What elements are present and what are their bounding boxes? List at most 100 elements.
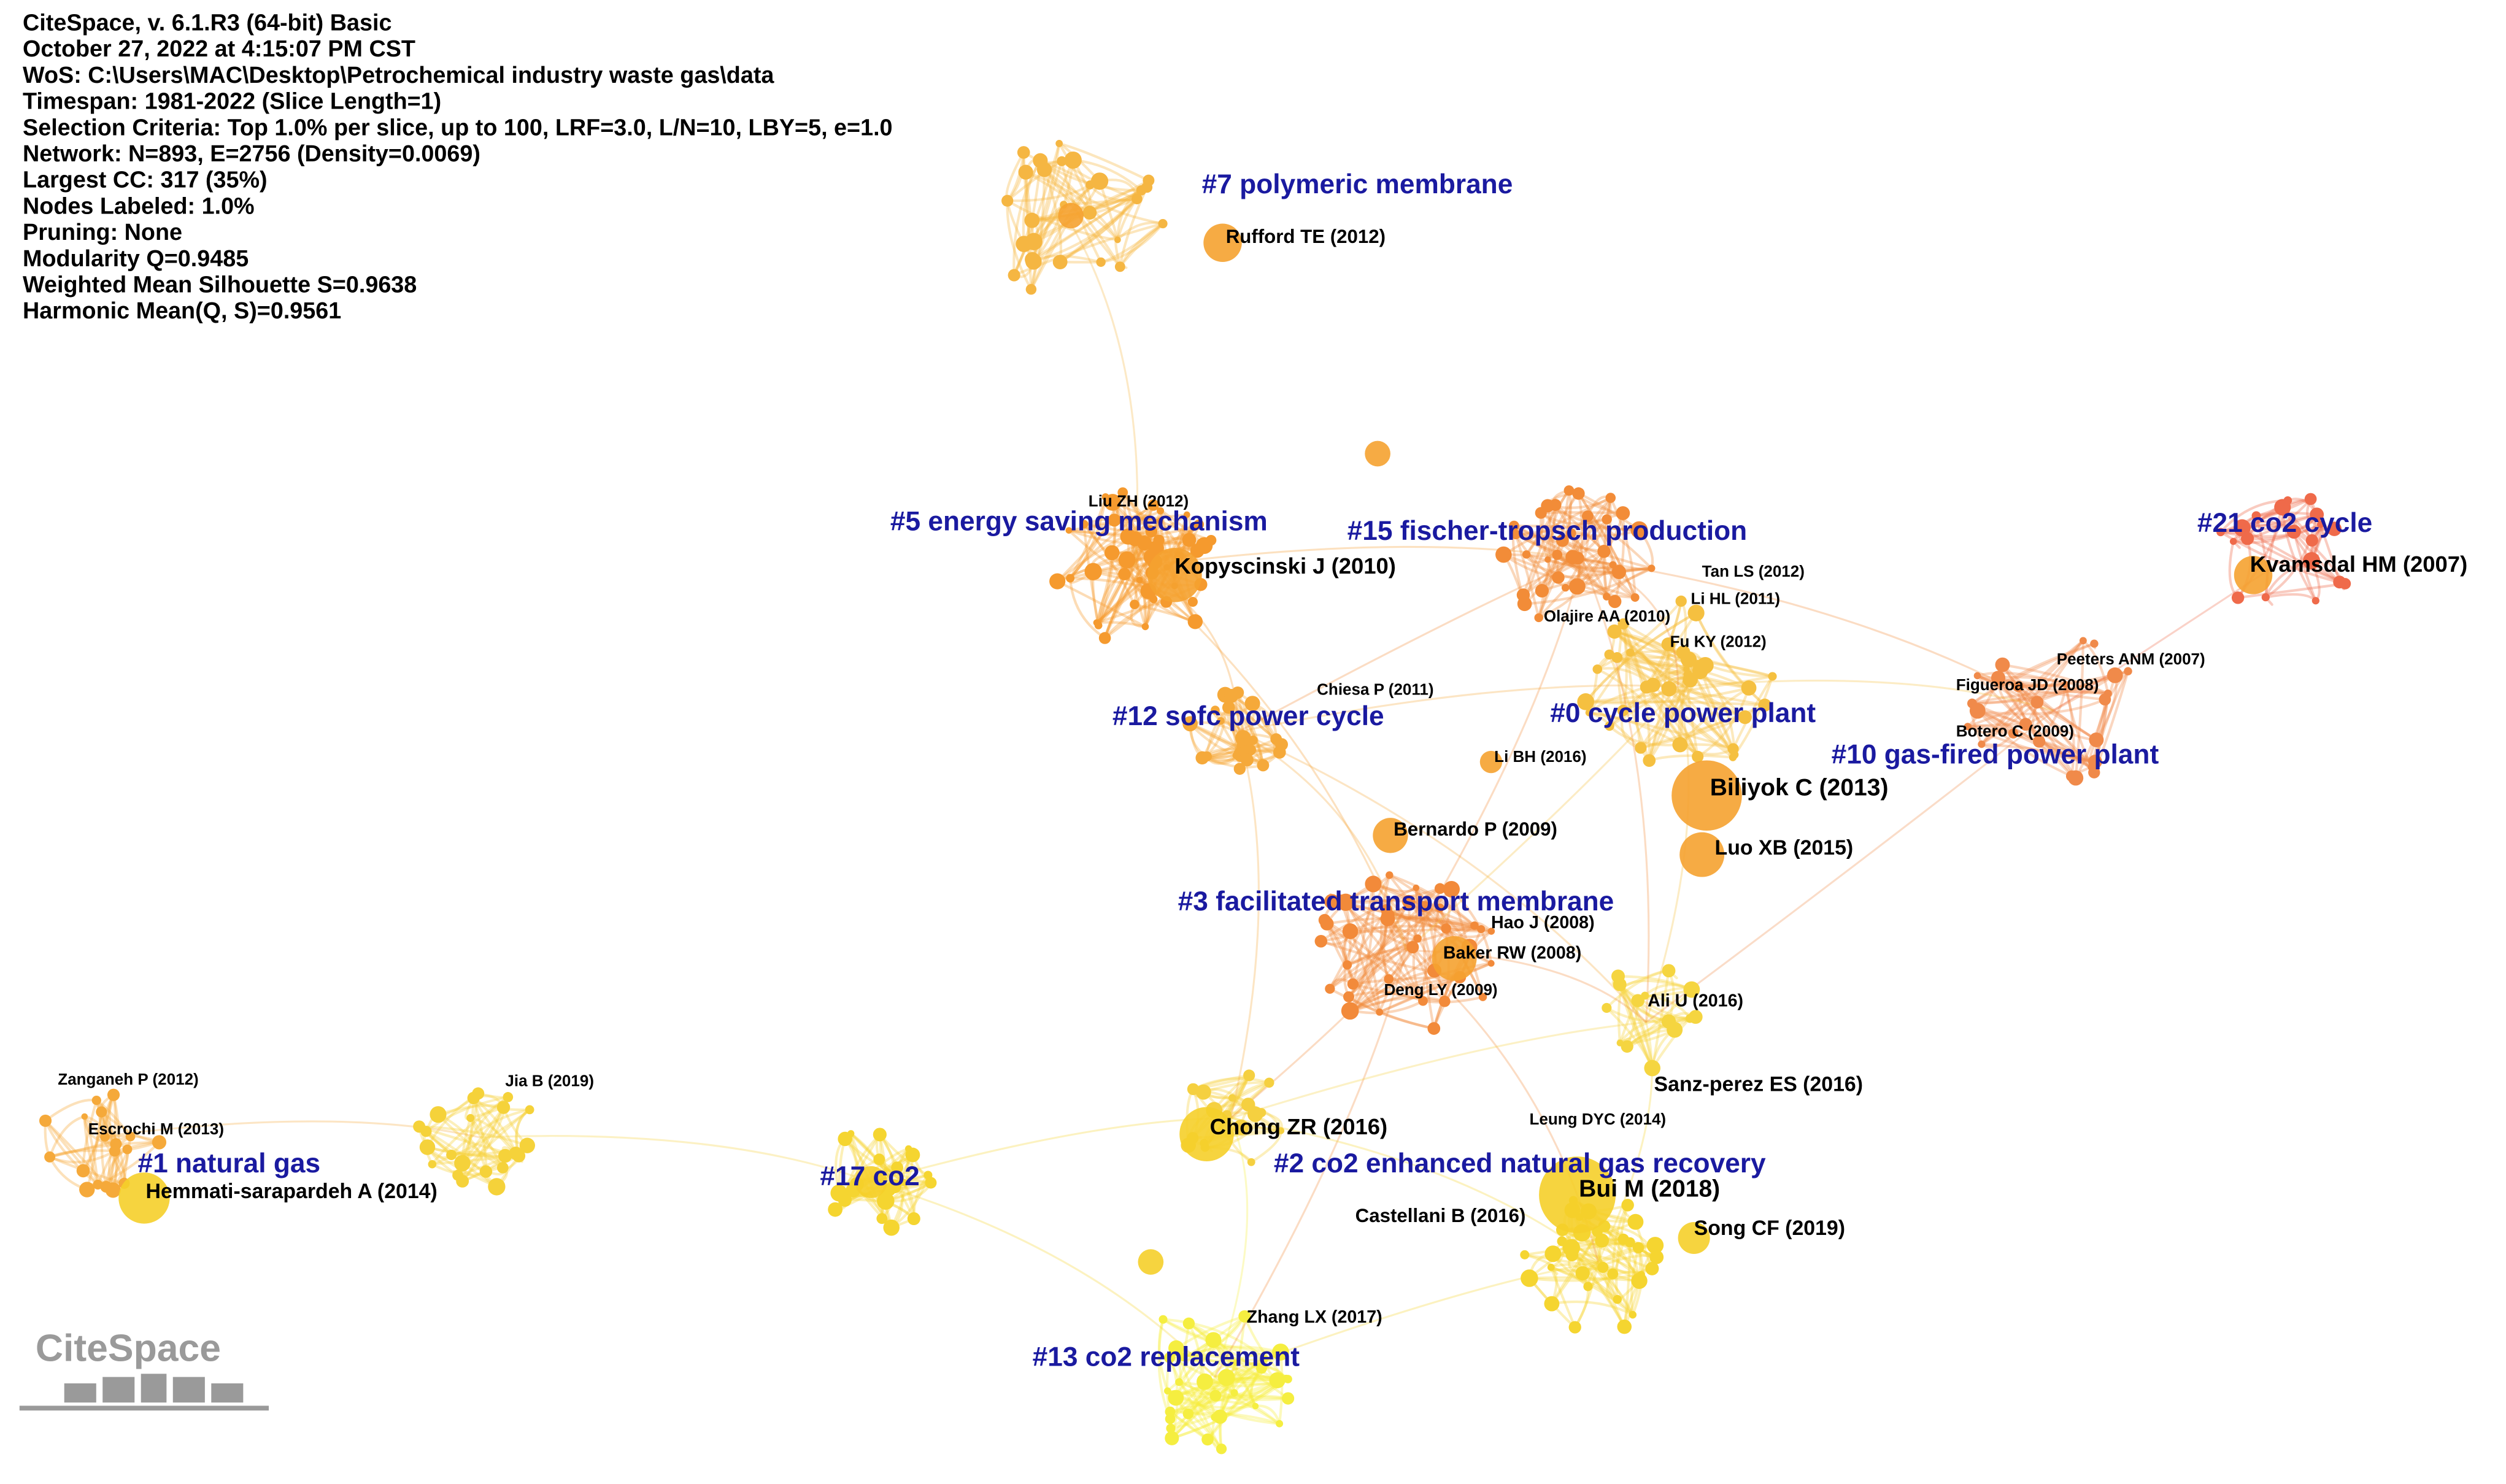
edge xyxy=(1981,640,2084,745)
node xyxy=(1611,652,1623,663)
edge xyxy=(1613,630,1736,756)
node xyxy=(2241,532,2254,545)
node xyxy=(1563,485,1575,496)
edge xyxy=(1345,887,1441,904)
edge xyxy=(2038,684,2067,743)
node xyxy=(44,1151,56,1163)
edge xyxy=(1012,143,1061,276)
node xyxy=(466,1113,475,1122)
node xyxy=(1276,1420,1284,1428)
hub-node xyxy=(1179,1107,1234,1162)
edge xyxy=(49,1140,160,1158)
node xyxy=(2311,597,2319,605)
edge xyxy=(1971,642,2095,705)
node xyxy=(1136,577,1143,583)
cluster-label: #1 natural gas xyxy=(137,1148,320,1178)
edge xyxy=(1059,198,1138,263)
node xyxy=(1224,695,1231,702)
node xyxy=(1692,663,1708,680)
node xyxy=(1104,545,1120,561)
edge xyxy=(450,1108,530,1156)
edge xyxy=(1615,1204,1629,1300)
hub-node xyxy=(1479,750,1503,774)
edge xyxy=(1584,612,1697,703)
node xyxy=(420,1126,432,1137)
edge xyxy=(1188,1322,1257,1407)
edge xyxy=(1349,887,1441,932)
node xyxy=(1627,1213,1644,1230)
edge xyxy=(1123,573,1196,623)
edge xyxy=(1976,671,2066,686)
edge xyxy=(1586,686,1749,705)
edge xyxy=(1175,1315,1245,1350)
node xyxy=(1233,763,1246,775)
node xyxy=(891,1161,903,1174)
edge xyxy=(1577,493,1637,598)
node xyxy=(1175,1378,1183,1386)
node xyxy=(905,1147,920,1163)
edge xyxy=(1621,986,1654,1069)
node xyxy=(122,1144,133,1155)
edge xyxy=(1320,886,1417,942)
node xyxy=(2079,637,2087,645)
edge xyxy=(1972,690,2108,705)
edge xyxy=(1163,1318,1266,1360)
hub-node xyxy=(1432,936,1477,981)
node xyxy=(1607,1268,1619,1280)
node xyxy=(2304,493,2317,506)
node xyxy=(2283,496,2292,505)
node xyxy=(1435,903,1444,913)
edge xyxy=(1352,887,1441,985)
node xyxy=(1541,499,1555,513)
node xyxy=(525,1105,534,1115)
edge xyxy=(1069,504,1154,579)
node xyxy=(1232,1359,1240,1366)
node xyxy=(1616,506,1630,520)
edge xyxy=(1732,675,1774,750)
node xyxy=(1211,705,1220,715)
edge xyxy=(1171,1378,1289,1440)
node xyxy=(81,1113,88,1120)
edge xyxy=(1622,623,1651,761)
node xyxy=(125,1131,136,1142)
node xyxy=(2033,735,2046,748)
node xyxy=(1163,1387,1171,1395)
edge xyxy=(1386,909,1481,932)
edge xyxy=(1652,684,1735,756)
edge xyxy=(1622,623,1642,748)
edge xyxy=(1613,631,1746,718)
node xyxy=(883,1219,900,1236)
node xyxy=(1213,1409,1228,1424)
edge xyxy=(2265,593,2317,602)
hub-node xyxy=(1679,832,1725,877)
node-label: Deng LY (2009) xyxy=(1384,980,1498,999)
node xyxy=(1582,510,1594,522)
edge xyxy=(1329,937,1419,990)
node xyxy=(1114,261,1125,272)
edge xyxy=(1169,1410,1222,1450)
edge xyxy=(1980,639,2084,745)
node xyxy=(2251,511,2261,521)
node xyxy=(419,1139,436,1155)
node xyxy=(1187,596,1198,607)
nodes xyxy=(39,140,2351,1455)
edge xyxy=(2024,640,2084,725)
node xyxy=(2317,520,2324,528)
node xyxy=(454,1155,471,1172)
edge xyxy=(1977,709,2073,777)
edge xyxy=(1379,875,1391,980)
edge xyxy=(1347,888,1452,998)
cluster-label: #7 polymeric membrane xyxy=(1202,169,1513,199)
node xyxy=(39,1114,52,1127)
edge xyxy=(1382,918,1390,980)
node xyxy=(923,1171,933,1180)
node xyxy=(2065,770,2078,782)
edge xyxy=(1238,558,1583,732)
edge xyxy=(1541,511,1623,515)
edge xyxy=(1589,711,1734,750)
node-label: Song CF (2019) xyxy=(1694,1217,1845,1240)
node xyxy=(1661,681,1677,697)
edge xyxy=(1168,1357,1223,1450)
node xyxy=(1365,875,1382,893)
edge xyxy=(1214,950,1408,1378)
